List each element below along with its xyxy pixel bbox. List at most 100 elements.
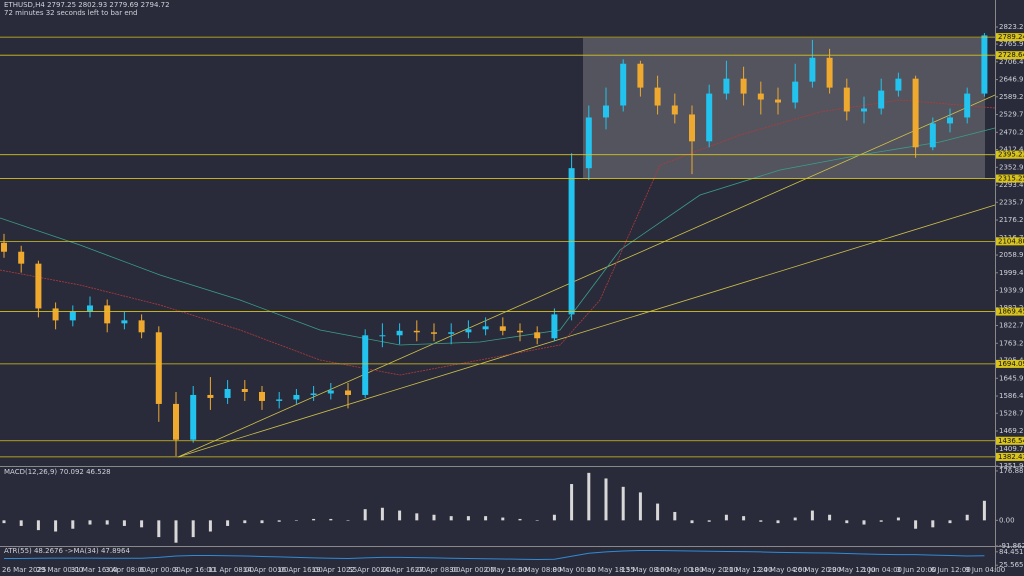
y-tick-label: 1822.70 xyxy=(999,322,1024,330)
macd-bar xyxy=(896,517,900,521)
level-label: 2789.24 xyxy=(998,33,1024,41)
macd-bar xyxy=(363,509,367,521)
candle-body xyxy=(723,78,730,94)
x-tick-label: 9 Jun 04:00 xyxy=(965,566,1005,574)
macd-bar xyxy=(759,520,763,522)
y-tick-label: 176.882 xyxy=(999,467,1024,475)
macd-bar xyxy=(466,516,470,521)
x-tick-label: 21 May 12:00 xyxy=(724,566,772,574)
macd-bar xyxy=(570,484,574,521)
macd-bar xyxy=(208,520,212,532)
y-tick-label: 2058.95 xyxy=(999,251,1024,259)
candle-body xyxy=(843,87,850,112)
candle-body xyxy=(912,78,919,148)
macd-bar xyxy=(174,520,178,543)
macd-bar xyxy=(243,520,247,524)
x-tick-label: 24 May 04:00 xyxy=(759,566,807,574)
macd-bar xyxy=(312,518,316,521)
y-tick-label: 2470.20 xyxy=(999,128,1024,136)
macd-bar xyxy=(828,514,832,521)
x-tick-label: 1 Jun 04:00 xyxy=(862,566,902,574)
macd-bar xyxy=(380,507,384,521)
candle-body xyxy=(499,326,506,331)
x-tick-label: 8 Apr 16:00 xyxy=(174,566,215,574)
macd-bar xyxy=(415,513,419,521)
candle-body xyxy=(431,332,437,334)
macd-bar xyxy=(776,520,780,524)
macd-bar xyxy=(140,520,144,528)
macd-bar xyxy=(604,478,608,521)
level-tag xyxy=(996,436,1024,445)
macd-bar xyxy=(105,520,109,525)
moving-average xyxy=(0,99,996,376)
candle-body xyxy=(52,308,59,321)
y-tick-label: 0.00 xyxy=(999,516,1015,524)
x-tick-label: 22 Apr 00:00 xyxy=(346,566,392,574)
candle-body xyxy=(654,87,661,106)
y-tick-label: 2765.95 xyxy=(999,40,1024,48)
macd-bar xyxy=(879,520,883,522)
macd-bar xyxy=(810,510,814,521)
y-tick-label: 2352.95 xyxy=(999,163,1024,171)
x-tick-label: 29 Mar 00:00 xyxy=(36,566,83,574)
macd-bar xyxy=(329,518,333,521)
candle-body xyxy=(121,320,128,324)
macd-bar xyxy=(19,520,23,526)
macd-bar xyxy=(71,520,75,529)
level-tag xyxy=(996,150,1024,159)
macd-bar xyxy=(346,520,350,521)
range-box xyxy=(583,38,985,178)
x-tick-label: 26 Mar 2025 xyxy=(2,566,46,574)
candle-body xyxy=(826,57,833,88)
y-tick-label: 1469.20 xyxy=(999,427,1024,435)
candle-body xyxy=(964,93,971,118)
macd-bar xyxy=(518,518,522,521)
candle-body xyxy=(671,105,678,115)
candle-body xyxy=(981,35,988,94)
x-tick-label: 8 May 00:00 xyxy=(552,566,596,574)
macd-bar xyxy=(914,520,918,529)
candle-body xyxy=(585,117,592,169)
macd-bar xyxy=(742,516,746,521)
macd-bar xyxy=(587,472,591,521)
candle-body xyxy=(448,332,455,334)
macd-bar xyxy=(157,520,161,538)
macd-bar xyxy=(277,520,281,522)
candle-body xyxy=(310,393,317,395)
level-tag xyxy=(996,237,1024,246)
candle-body xyxy=(18,251,25,264)
candle-body xyxy=(809,57,816,82)
candle-body xyxy=(413,330,420,333)
candle-body xyxy=(327,390,334,394)
candle-body xyxy=(396,330,403,336)
y-tick-label: 2529.70 xyxy=(999,111,1024,119)
macd-bar xyxy=(484,516,488,521)
candle-body xyxy=(895,78,902,91)
candle-body xyxy=(276,399,283,401)
y-tick-label: -91.862 xyxy=(999,542,1024,550)
x-tick-label: 3 Jun 20:00 xyxy=(896,566,936,574)
level-label: 2728.64 xyxy=(998,51,1024,59)
macd-bar xyxy=(501,517,505,521)
candle-body xyxy=(259,391,265,401)
x-tick-label: 6 Apr 00:00 xyxy=(140,566,181,574)
macd-bar xyxy=(845,520,849,524)
macd-bar xyxy=(535,520,539,521)
y-tick-label: 1409.70 xyxy=(999,445,1024,453)
macd-bar xyxy=(398,510,402,521)
y-tick-label: 1586.45 xyxy=(999,392,1024,400)
x-tick-label: 14 Apr 00:00 xyxy=(243,566,289,574)
y-tick-label: 2293.45 xyxy=(999,181,1024,189)
candle-body xyxy=(775,99,781,103)
candle-body xyxy=(706,93,713,142)
chart-title: ETHUSD,H4 2797.25 2802.93 2779.69 2794.7… xyxy=(4,1,170,9)
macd-bar xyxy=(965,514,969,521)
y-tick-label: 1645.95 xyxy=(999,374,1024,382)
x-tick-label: 3 Apr 08:00 xyxy=(105,566,146,574)
macd-bar xyxy=(36,520,40,531)
candle-body xyxy=(35,263,42,309)
candle-body xyxy=(1,242,7,252)
macd-bar xyxy=(191,520,195,538)
